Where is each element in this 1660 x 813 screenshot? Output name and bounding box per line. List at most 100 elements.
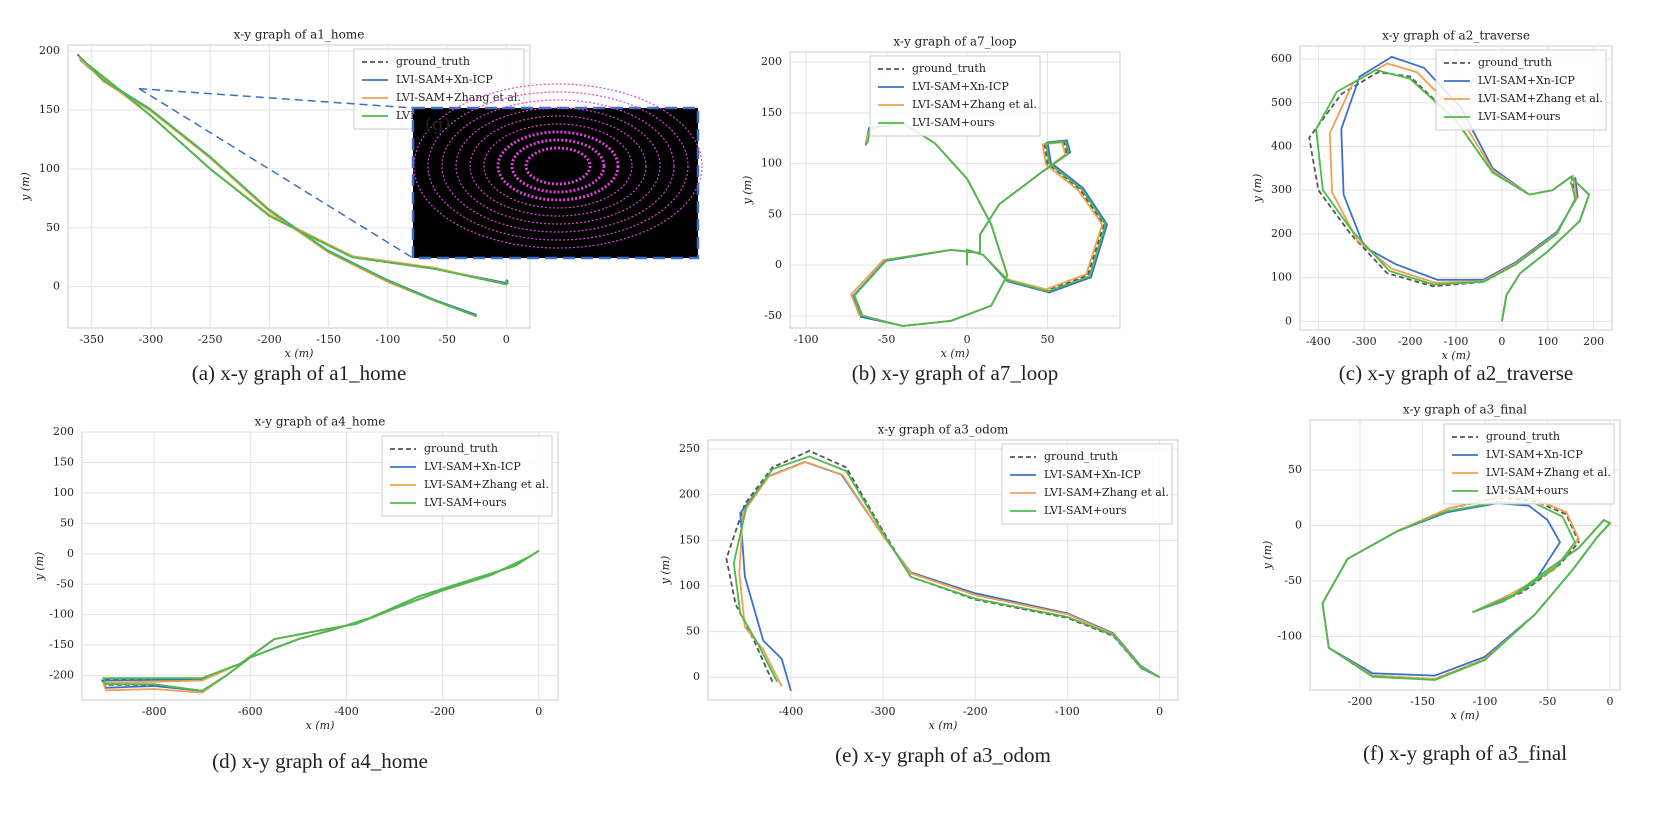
- x-tick-label: 200: [1583, 335, 1604, 348]
- y-tick-label: 200: [761, 55, 782, 68]
- y-tick-label: -100: [1277, 630, 1302, 643]
- x-tick-label: -250: [198, 333, 223, 346]
- x-tick-label: 0: [503, 333, 510, 346]
- y-tick-label: 0: [67, 547, 74, 560]
- x-tick-label: -200: [963, 705, 988, 718]
- legend-label: LVI-SAM+Xn-ICP: [1044, 468, 1141, 481]
- x-tick-label: -150: [316, 333, 341, 346]
- legend-label: LVI-SAM+Zhang et al.: [1478, 92, 1603, 105]
- y-tick-label: -100: [49, 608, 74, 621]
- y-tick-label: 50: [60, 516, 74, 529]
- point-ring: [510, 138, 606, 194]
- y-tick-label: 500: [1271, 96, 1292, 109]
- x-axis-label: x (m): [285, 347, 314, 360]
- legend-label: ground_truth: [912, 62, 986, 75]
- y-tick-label: 100: [39, 162, 60, 175]
- y-tick-label: 300: [1271, 183, 1292, 196]
- x-tick-label: 50: [1041, 333, 1055, 346]
- legend-label: ground_truth: [1486, 430, 1560, 443]
- legend-label: LVI-SAM+ours: [1486, 484, 1569, 497]
- legend-label: LVI-SAM+Zhang et al.: [1044, 486, 1169, 499]
- chart-title: x-y graph of a3_odom: [878, 423, 1009, 437]
- inset-connector: [138, 87, 414, 259]
- caption: (b) x-y graph of a7_loop: [852, 361, 1058, 385]
- x-tick-label: -50: [878, 333, 896, 346]
- y-axis-label: y (m): [19, 172, 32, 202]
- legend-label: ground_truth: [396, 55, 470, 68]
- caption: (f) x-y graph of a3_final: [1363, 741, 1567, 765]
- x-tick-label: -300: [1352, 335, 1377, 348]
- legend-label: LVI-SAM+ours: [912, 116, 995, 129]
- point-ring: [469, 115, 647, 217]
- y-tick-label: 50: [1288, 463, 1302, 476]
- trajectory-line: [725, 449, 1160, 683]
- y-tick-label: 200: [39, 44, 60, 57]
- x-tick-label: 0: [964, 333, 971, 346]
- x-tick-label: -200: [430, 705, 455, 718]
- legend-label: LVI-SAM+Xn-ICP: [424, 460, 521, 473]
- y-tick-label: 100: [679, 579, 700, 592]
- x-tick-label: -300: [139, 333, 164, 346]
- point-ring: [427, 91, 689, 241]
- x-tick-label: -400: [334, 705, 359, 718]
- y-tick-label: 50: [46, 221, 60, 234]
- y-tick-label: 150: [39, 103, 60, 116]
- y-tick-label: 250: [679, 442, 700, 455]
- x-tick-label: -200: [1398, 335, 1423, 348]
- legend-label: LVI-SAM+Zhang et al.: [1486, 466, 1611, 479]
- x-tick-label: -100: [794, 333, 819, 346]
- point-ring: [483, 123, 633, 209]
- chart-title: x-y graph of a1_home: [234, 28, 365, 42]
- legend-label: LVI-SAM+Zhang et al.: [912, 98, 1037, 111]
- point-ring: [496, 130, 620, 202]
- legend-label: LVI-SAM+ours: [1044, 504, 1127, 517]
- x-tick-label: 0: [1607, 695, 1614, 708]
- x-tick-label: -100: [375, 333, 400, 346]
- y-tick-label: -150: [49, 638, 74, 651]
- x-tick-label: -200: [257, 333, 282, 346]
- caption: (e) x-y graph of a3_odom: [835, 743, 1051, 767]
- y-tick-label: 0: [1285, 314, 1292, 327]
- y-tick-label: 150: [761, 106, 782, 119]
- x-tick-label: -50: [438, 333, 456, 346]
- x-tick-label: -350: [79, 333, 104, 346]
- y-tick-label: 0: [775, 258, 782, 271]
- y-tick-label: 200: [679, 488, 700, 501]
- y-axis-label: y (m): [33, 552, 46, 582]
- x-tick-label: 0: [535, 705, 542, 718]
- caption: (c) x-y graph of a2_traverse: [1339, 361, 1573, 385]
- y-axis-label: y (m): [1261, 541, 1274, 571]
- center-hole: [538, 155, 578, 177]
- x-tick-label: -800: [142, 705, 167, 718]
- x-tick-label: -200: [1348, 695, 1373, 708]
- y-tick-label: 0: [693, 670, 700, 683]
- x-tick-label: -100: [1473, 695, 1498, 708]
- legend-label: LVI-SAM+Xn-ICP: [912, 80, 1009, 93]
- x-axis-label: x (m): [306, 719, 335, 732]
- trajectory-line: [1315, 69, 1591, 322]
- x-axis-label: x (m): [1451, 709, 1480, 722]
- x-tick-label: -150: [1410, 695, 1435, 708]
- y-tick-label: 50: [686, 625, 700, 638]
- x-tick-label: -100: [1444, 335, 1469, 348]
- legend-label: LVI-SAM+Zhang et al.: [396, 91, 521, 104]
- x-tick-label: 0: [1498, 335, 1505, 348]
- y-tick-label: 100: [761, 157, 782, 170]
- y-tick-label: 150: [679, 533, 700, 546]
- trajectory-line: [102, 550, 540, 692]
- caption: (a) x-y graph of a1_home: [192, 361, 407, 385]
- y-tick-label: 150: [53, 455, 74, 468]
- trajectory-line: [738, 460, 1161, 687]
- legend-label: ground_truth: [424, 442, 498, 455]
- y-axis-label: y (m): [659, 556, 672, 586]
- x-tick-label: 0: [1156, 705, 1163, 718]
- trajectory-line: [732, 455, 1160, 683]
- legend-label: ground_truth: [1478, 56, 1552, 69]
- legend-label: LVI-SAM+ours: [1478, 110, 1561, 123]
- point-ring: [524, 146, 592, 186]
- legend-label: LVI-SAM+Xn-ICP: [1478, 74, 1575, 87]
- x-tick-label: -50: [1539, 695, 1557, 708]
- trajectory-line: [1321, 501, 1612, 681]
- y-tick-label: 200: [1271, 227, 1292, 240]
